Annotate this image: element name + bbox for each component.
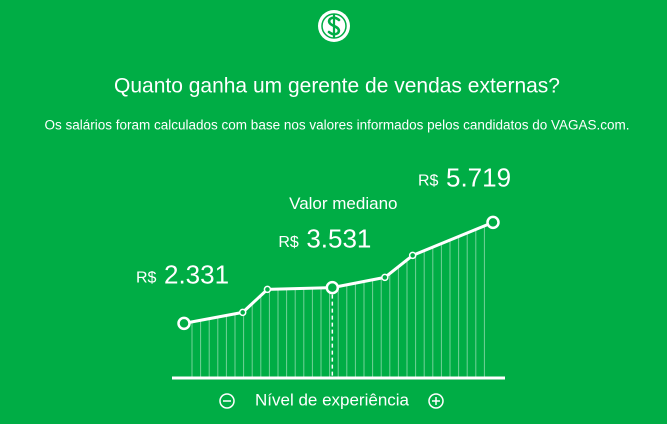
median-label: Valor mediano	[289, 194, 397, 213]
value-label: 5.719	[446, 162, 511, 192]
value-label: 3.531	[306, 223, 371, 253]
title: Quanto ganha um gerente de vendas extern…	[114, 75, 560, 98]
point	[325, 280, 340, 295]
point	[238, 308, 247, 317]
subtitle: Os salários foram calculados com base no…	[44, 118, 629, 133]
minus-icon	[219, 393, 235, 409]
currency-label: R$	[418, 173, 439, 190]
currency-label: R$	[278, 234, 299, 251]
dollar-icon	[318, 10, 350, 42]
value-label: 2.331	[164, 259, 229, 289]
point	[263, 285, 272, 294]
point	[408, 251, 417, 260]
currency-label: R$	[136, 270, 157, 287]
point	[486, 215, 500, 230]
point	[381, 273, 389, 282]
plus-icon	[428, 393, 444, 409]
point	[177, 316, 191, 331]
x-axis-label: Nível de experiência	[255, 390, 410, 409]
